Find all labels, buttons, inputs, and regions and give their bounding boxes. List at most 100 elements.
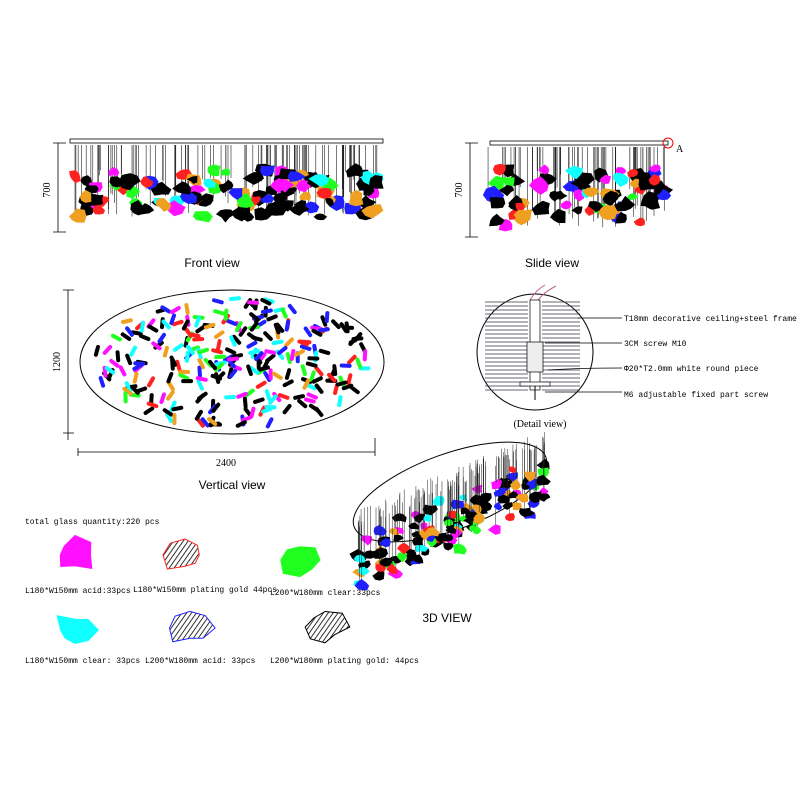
glass-piece <box>369 175 384 189</box>
glass-piece <box>648 174 661 186</box>
glass-piece <box>305 361 318 368</box>
glass-piece <box>172 343 184 352</box>
glass-piece <box>175 359 182 372</box>
glass-piece <box>248 349 261 355</box>
glass-piece <box>249 321 259 332</box>
frame <box>69 138 384 144</box>
glass-piece <box>277 393 290 400</box>
glass-piece <box>337 395 343 408</box>
marker-circle <box>662 137 674 149</box>
glass-piece <box>476 495 489 505</box>
glass-piece <box>109 358 120 368</box>
glass-piece <box>570 176 589 189</box>
glass-piece <box>213 330 225 339</box>
glass-piece <box>332 364 338 377</box>
glass-piece <box>282 403 292 415</box>
glass-piece <box>195 324 206 334</box>
glass-piece <box>203 178 216 189</box>
glass-piece <box>307 356 320 361</box>
glass-piece <box>125 326 134 337</box>
glass-piece <box>69 170 81 184</box>
glass-piece <box>231 334 242 345</box>
glass-piece <box>303 201 320 214</box>
glass-piece <box>656 188 672 201</box>
glass-piece <box>161 319 171 330</box>
glass-piece <box>132 371 139 384</box>
glass-piece <box>308 174 330 187</box>
glass-piece <box>169 305 181 315</box>
callout: 3CM screw M10 <box>624 340 687 349</box>
glass-piece <box>122 386 133 396</box>
glass-piece <box>406 549 417 562</box>
glass-piece <box>411 531 422 537</box>
glass-piece <box>299 344 312 351</box>
glass-piece <box>497 494 510 504</box>
glass-piece <box>235 420 247 428</box>
glass-piece <box>169 400 177 412</box>
glass-piece <box>339 322 348 333</box>
glass-piece <box>271 371 283 380</box>
glass-piece <box>524 471 537 482</box>
glass-piece <box>425 526 440 537</box>
glass-piece <box>373 547 388 559</box>
glass-piece <box>389 528 400 536</box>
glass-piece <box>644 193 661 210</box>
glass-piece <box>242 396 248 409</box>
glass-piece <box>210 373 223 381</box>
glass-piece <box>197 347 210 355</box>
glass-piece <box>123 391 128 404</box>
glass-label: L180*W150mm acid:33pcs <box>25 587 131 596</box>
glass-piece <box>246 340 258 349</box>
glass-piece <box>207 417 218 427</box>
glass-piece <box>118 173 141 191</box>
glass-piece <box>273 322 281 335</box>
callout: M6 adjustable fixed part screw <box>624 391 768 400</box>
glass-piece <box>613 173 629 187</box>
glass-piece <box>502 502 514 510</box>
caption: Front view <box>184 256 240 270</box>
glass-sample <box>59 534 93 569</box>
glass-piece <box>386 563 398 575</box>
leaders <box>545 317 623 393</box>
glass-label: L180*W150mm plating gold 44pcs <box>133 586 277 595</box>
glass-piece <box>151 341 162 351</box>
glass-piece <box>162 408 174 417</box>
glass-piece <box>160 305 172 314</box>
glass-piece <box>130 200 150 216</box>
glass-piece <box>194 409 203 421</box>
glass-piece <box>214 354 227 360</box>
glass-piece <box>493 502 503 511</box>
glass-piece <box>213 309 225 316</box>
glass-piece <box>102 345 113 355</box>
glass-piece <box>271 339 284 346</box>
glass-piece <box>515 493 529 503</box>
glass-piece <box>166 390 175 401</box>
glass-piece <box>172 181 192 195</box>
glass-piece <box>200 417 210 428</box>
glass-piece <box>132 362 144 371</box>
glass-piece <box>357 566 370 576</box>
glass-piece <box>186 176 198 184</box>
glass-piece <box>489 197 506 209</box>
glass-piece <box>242 172 264 185</box>
glass-piece <box>311 376 323 384</box>
glass-piece <box>109 176 126 188</box>
glass-piece <box>260 308 273 314</box>
glass-piece <box>197 365 202 378</box>
glass-piece <box>287 171 306 182</box>
glass-piece <box>184 350 190 363</box>
glass-legend: total glass quantity:220 pcs L180*W150mm… <box>25 518 419 666</box>
glass-piece <box>505 472 518 482</box>
glass-piece <box>432 495 445 506</box>
glass-piece <box>223 308 229 321</box>
glass-piece <box>278 178 295 193</box>
side-view: A 700 Slide view <box>454 137 684 270</box>
glass-piece <box>139 320 145 333</box>
glass-piece <box>293 349 306 357</box>
glass-piece <box>505 513 515 522</box>
dimension <box>63 289 376 456</box>
glass-sample <box>56 615 99 645</box>
marker: A <box>676 144 684 155</box>
glass-piece <box>246 364 253 377</box>
